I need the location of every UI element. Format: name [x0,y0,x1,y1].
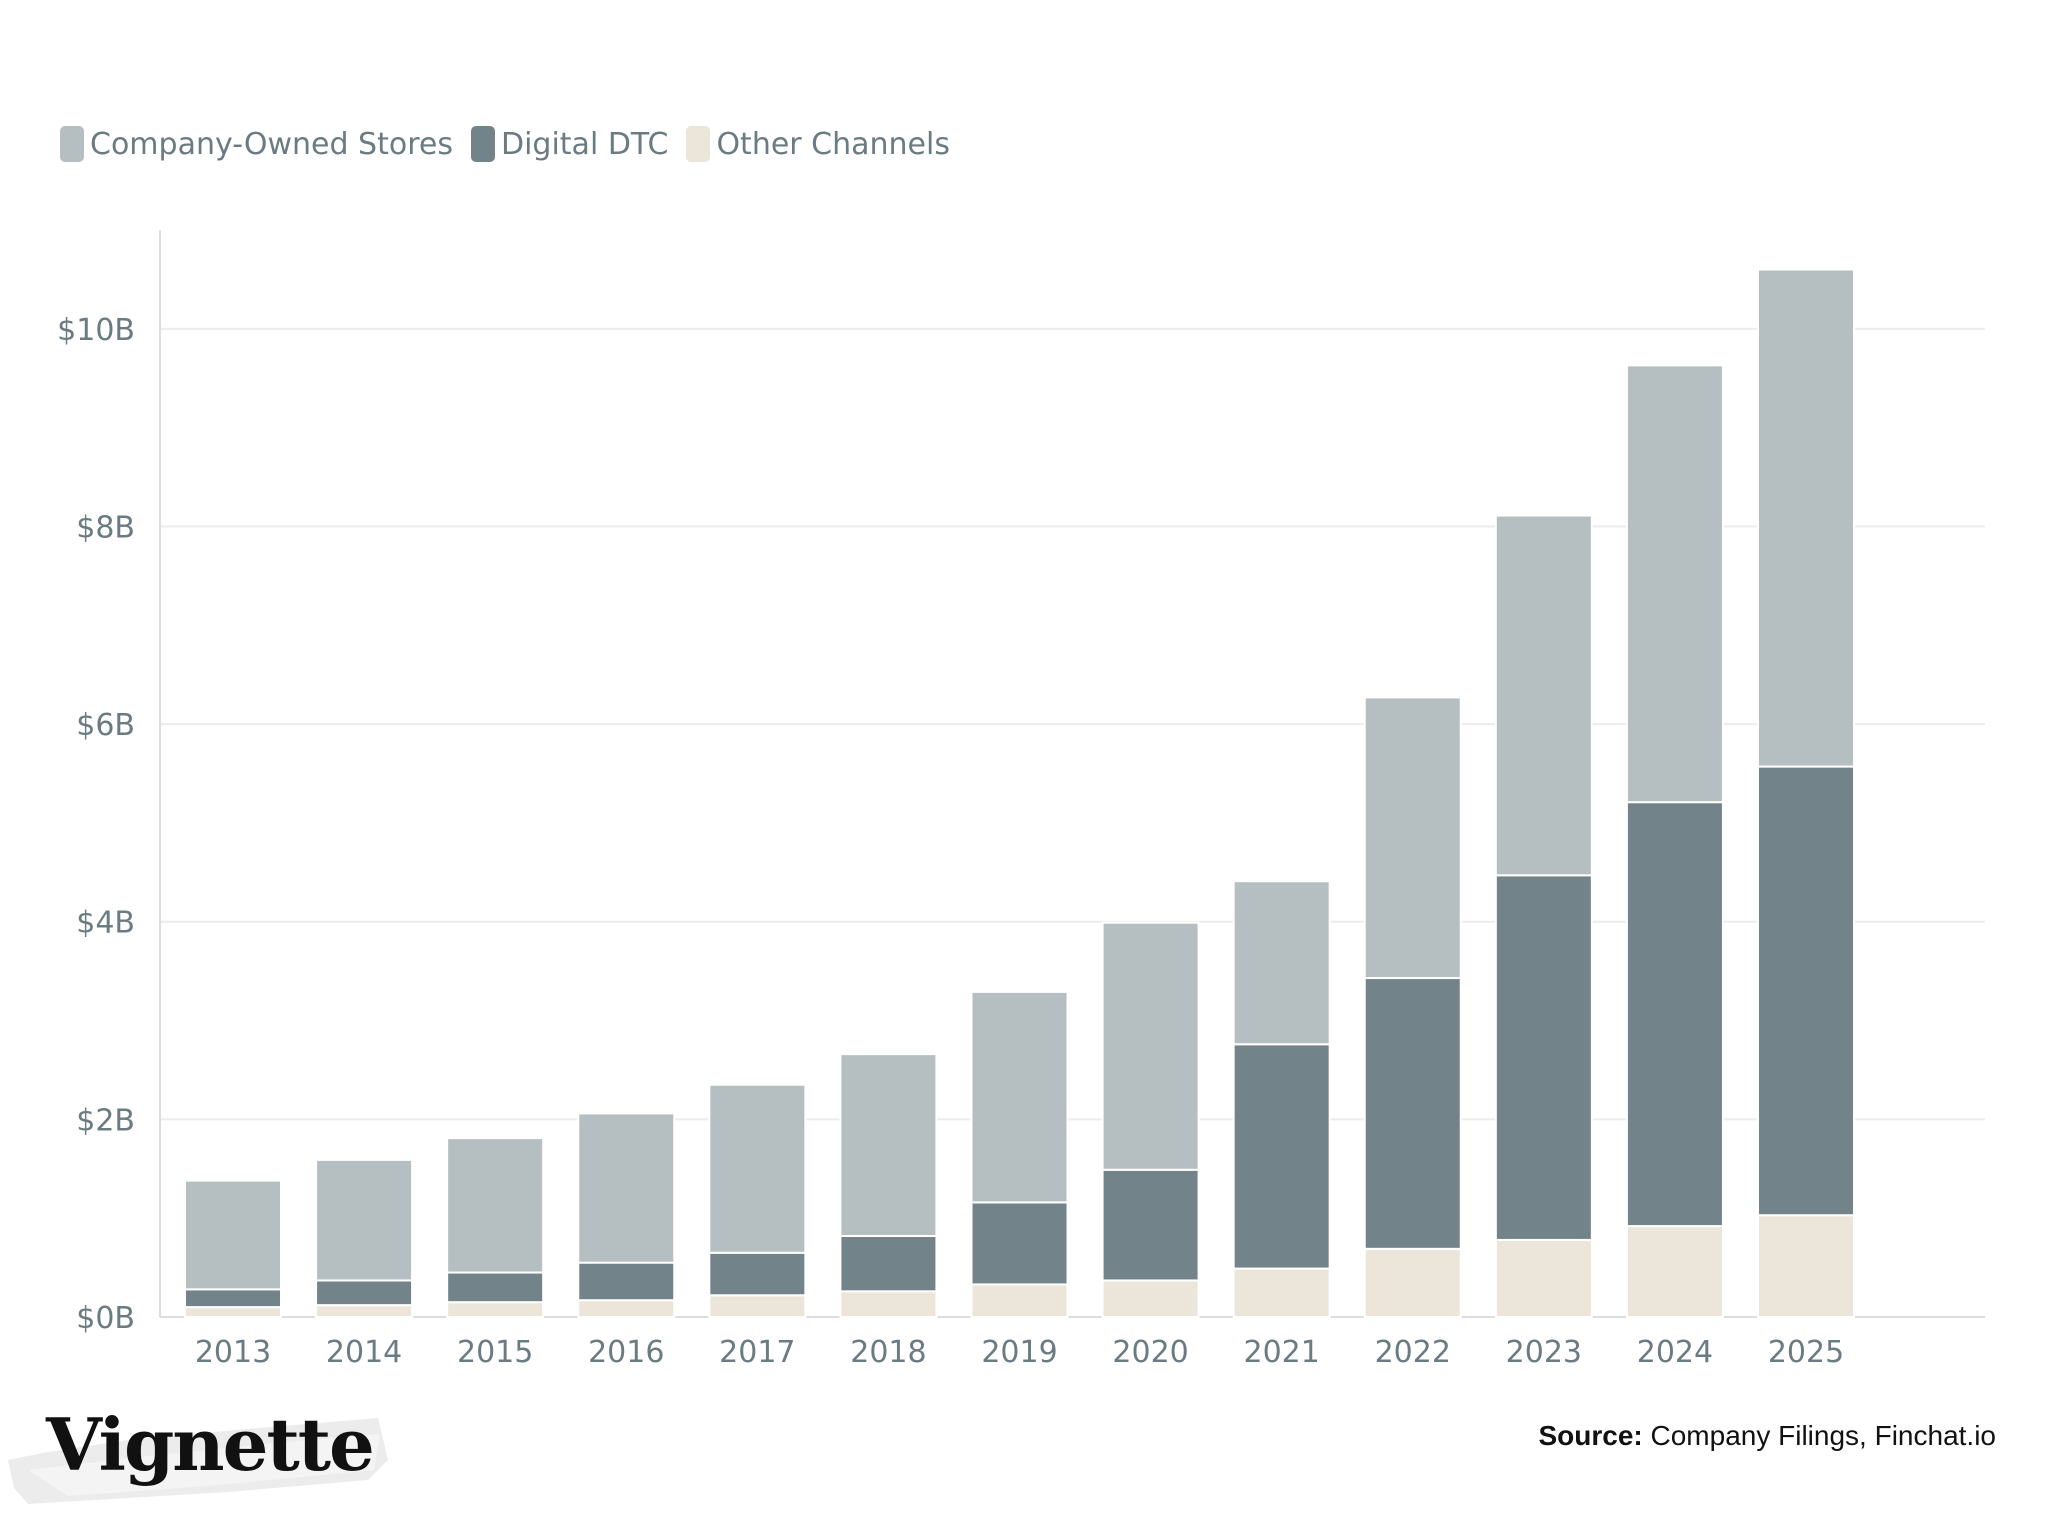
y-tick-label: $0B [76,1301,135,1336]
legend-item: Digital DTC [470,126,669,162]
bar-segment [839,1234,938,1293]
legend-item: Other Channels [686,126,950,162]
y-tick-label: $8B [76,510,135,545]
bar-segment [446,1271,545,1304]
bar-segment [1232,1043,1331,1270]
x-tick-label: 2016 [588,1335,664,1370]
bar-segment [1625,1225,1724,1319]
bar-segment [1757,268,1855,768]
bar-segment [1363,696,1462,980]
bar-segment [446,1301,545,1318]
legend-swatch [686,126,711,162]
bar-segment [1363,977,1462,1250]
bar-segment [446,1137,545,1274]
bar-segment [1101,1279,1200,1318]
x-tick-label: 2018 [850,1335,926,1370]
legend-swatch [470,126,495,162]
bar-segment [1757,765,1855,1217]
bar-segment [315,1304,414,1319]
bar-segment [970,1201,1069,1286]
bar-segment [708,1251,807,1297]
x-tick-label: 2021 [1243,1335,1319,1370]
bar-segment [1232,1267,1331,1319]
bar-segment [1625,364,1724,804]
bar-segment [839,1290,938,1318]
legend-label: Other Channels [716,126,950,162]
source-note: Source: Company Filings, Finchat.io [1538,1420,1996,1452]
bar-segment [184,1179,282,1291]
legend-label: Company-Owned Stores [90,126,453,162]
bar-segment [1101,921,1200,1171]
x-tick-label: 2014 [326,1335,402,1370]
legend-swatch [60,126,84,162]
x-tick-label: 2013 [195,1335,271,1370]
source-prefix: Source: [1538,1420,1643,1451]
bar-segment [1757,1214,1855,1319]
source-text: Company Filings, Finchat.io [1642,1420,1997,1451]
x-tick-label: 2022 [1375,1335,1451,1370]
bar-segment [1494,874,1593,1241]
x-tick-label: 2023 [1506,1335,1582,1370]
y-tick-label: $10B [57,313,135,348]
bar-segment [1494,514,1593,877]
x-tick-label: 2020 [1112,1335,1188,1370]
bar-segment [970,1283,1069,1319]
x-tick-label: 2015 [457,1335,533,1370]
logo-wordmark: Vignette [46,1402,375,1487]
bar-segment [839,1053,938,1237]
bar-segment [315,1158,414,1282]
y-tick-label: $2B [76,1103,135,1138]
x-tick-label: 2025 [1768,1335,1844,1370]
logo-background [8,1400,388,1510]
bar-segment [577,1112,676,1264]
bar-segment [708,1083,807,1254]
bar-segment [1232,880,1331,1046]
bar-segment [970,990,1069,1204]
bar-segment [708,1294,807,1319]
bar-segment [315,1279,414,1307]
legend-label: Digital DTC [500,126,669,162]
bar-segment [1494,1238,1593,1319]
bar-segment [1101,1168,1200,1282]
bar-segment [577,1261,676,1302]
bar-segment [184,1306,282,1318]
x-tick-label: 2024 [1637,1335,1713,1370]
x-tick-label: 2017 [719,1335,795,1370]
bar-segment [184,1288,282,1309]
x-tick-label: 2019 [981,1335,1057,1370]
bar-segment [1625,801,1724,1228]
y-tick-label: $6B [76,708,135,743]
bar-segment [577,1299,676,1319]
y-tick-label: $4B [76,906,135,941]
legend-item: Company-Owned Stores [60,126,453,162]
chart-legend: Company-Owned Stores Digital DTC Other Cha… [60,126,968,162]
bar-segment [1363,1247,1462,1318]
